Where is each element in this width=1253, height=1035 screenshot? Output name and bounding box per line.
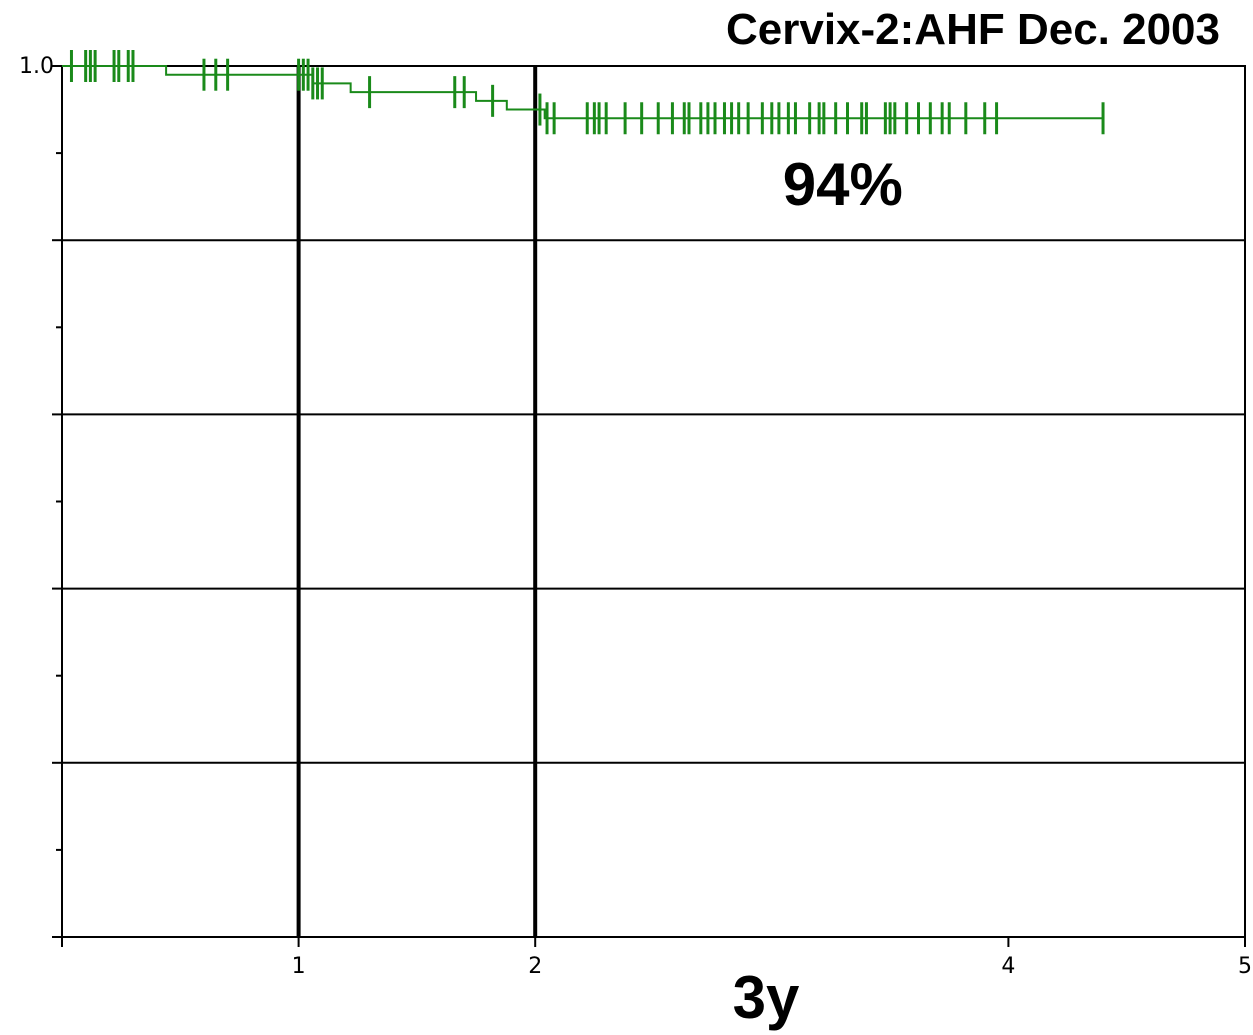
x-tick-label: 4 [1001, 954, 1015, 979]
x-axis-label: 3y [733, 964, 800, 1031]
y-tick-label: 1.0 [19, 54, 54, 79]
chart-title: Cervix-2:AHF Dec. 2003 [726, 5, 1220, 54]
annotation-94-percent: 94% [783, 151, 903, 218]
x-tick-label: 1 [292, 954, 306, 979]
survival-series [62, 50, 1105, 135]
axis-ticks: 1.0 1 2 4 5 [19, 54, 1252, 979]
x-tick-label: 5 [1238, 954, 1252, 979]
grid-lines [62, 66, 1245, 937]
x-tick-label: 2 [528, 954, 542, 979]
survival-curve [62, 65, 1104, 120]
